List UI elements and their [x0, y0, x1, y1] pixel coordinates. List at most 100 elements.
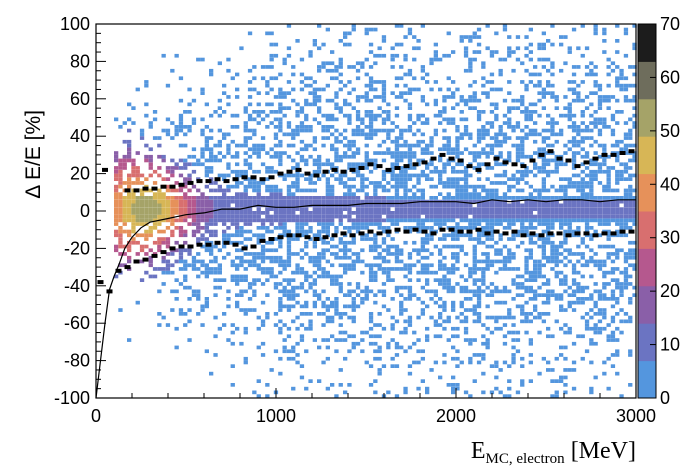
heatmap-cell [576, 203, 581, 208]
heatmap-cell [571, 278, 577, 282]
heatmap-cell [403, 226, 408, 230]
heatmap-cell [515, 46, 521, 51]
heatmap-cell [589, 192, 594, 196]
heatmap-cell [420, 285, 425, 290]
heatmap-cell [468, 39, 473, 43]
heatmap-cell [183, 229, 188, 234]
heatmap-cell [399, 154, 404, 159]
heatmap-cell [472, 338, 477, 342]
heatmap-cell [511, 338, 516, 342]
heatmap-cell [524, 136, 529, 140]
heatmap-cell [373, 162, 378, 167]
series-marker-1 [151, 186, 158, 191]
heatmap-cell [256, 267, 261, 271]
series-marker-2 [583, 231, 590, 236]
heatmap-cell [252, 218, 257, 223]
heatmap-cell [127, 173, 132, 178]
heatmap-cell [533, 270, 538, 275]
heatmap-cell [308, 218, 313, 223]
heatmap-cell [476, 128, 482, 133]
heatmap-cell [559, 177, 564, 181]
heatmap-cell [399, 203, 404, 208]
heatmap-cell [390, 267, 395, 271]
heatmap-cell [420, 312, 425, 316]
heatmap-cell [360, 297, 365, 301]
heatmap-cell [476, 285, 482, 290]
heatmap-cell [528, 297, 533, 301]
heatmap-cell [571, 72, 577, 77]
heatmap-cell [386, 147, 391, 152]
heatmap-cell [252, 214, 257, 219]
heatmap-cell [213, 196, 218, 200]
heatmap-cell [433, 113, 438, 118]
heatmap-cell [347, 65, 352, 69]
heatmap-cell [442, 360, 447, 365]
heatmap-cell [481, 147, 486, 152]
heatmap-cell [191, 289, 197, 294]
heatmap-cell [399, 24, 404, 28]
heatmap-cell [308, 319, 313, 324]
heatmap-cell [304, 188, 309, 193]
heatmap-cell [632, 143, 637, 148]
heatmap-cell [515, 390, 521, 395]
heatmap-cell [135, 181, 140, 185]
heatmap-cell [286, 297, 292, 301]
heatmap-cell [114, 184, 119, 189]
heatmap-cell [481, 334, 486, 339]
heatmap-cell [260, 76, 266, 81]
heatmap-cell [584, 203, 590, 208]
heatmap-cell [403, 308, 408, 312]
heatmap-cell [567, 106, 572, 110]
heatmap-cell [381, 289, 387, 294]
heatmap-cell [468, 360, 473, 365]
heatmap-cell [407, 293, 413, 297]
heatmap-cell [463, 203, 469, 208]
heatmap-cell [619, 72, 624, 77]
heatmap-cell [148, 274, 153, 279]
heatmap-cell [321, 229, 326, 234]
heatmap-cell [226, 237, 231, 241]
heatmap-cell [489, 143, 495, 148]
heatmap-cell [230, 222, 235, 226]
heatmap-cell [438, 304, 443, 309]
heatmap-cell [308, 53, 313, 58]
heatmap-cell [494, 386, 499, 391]
heatmap-cell [321, 211, 326, 215]
heatmap-cell [330, 61, 335, 66]
heatmap-cell [312, 240, 317, 245]
heatmap-cell [122, 154, 127, 159]
heatmap-cell [161, 203, 166, 208]
heatmap-cell [511, 184, 516, 189]
heatmap-cell [489, 330, 495, 335]
heatmap-cell [390, 169, 395, 174]
heatmap-cell [425, 226, 430, 230]
heatmap-cell [386, 181, 391, 185]
heatmap-cell [394, 203, 400, 208]
heatmap-cell [351, 315, 356, 320]
heatmap-cell [360, 128, 365, 133]
heatmap-cell [321, 42, 326, 47]
heatmap-cell [489, 364, 495, 368]
heatmap-cell [226, 151, 231, 155]
heatmap-cell [239, 173, 244, 178]
series-marker-2 [358, 231, 365, 236]
heatmap-cell [623, 285, 629, 290]
series-marker-1 [394, 166, 401, 170]
heatmap-cell [584, 95, 590, 99]
heatmap-cell [165, 211, 171, 215]
heatmap-cell [355, 169, 361, 174]
heatmap-cell [183, 125, 188, 129]
heatmap-cell [429, 143, 434, 148]
heatmap-cell [429, 218, 434, 223]
heatmap-cell [399, 308, 404, 312]
heatmap-cell [451, 177, 456, 181]
heatmap-cell [273, 125, 279, 129]
heatmap-cell [286, 252, 292, 256]
heatmap-cell [610, 166, 616, 170]
heatmap-cell [291, 297, 296, 301]
heatmap-cell [550, 83, 555, 88]
heatmap-cell [213, 154, 218, 159]
heatmap-cell [485, 222, 490, 226]
heatmap-cell [355, 76, 361, 81]
heatmap-cell [463, 285, 469, 290]
